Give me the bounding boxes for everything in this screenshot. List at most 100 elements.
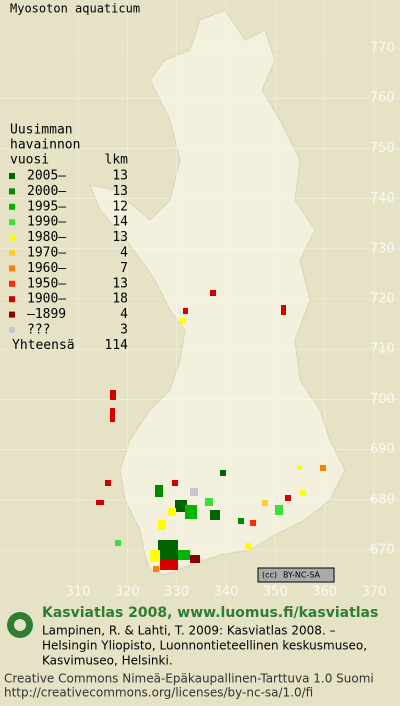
observation [320, 465, 326, 471]
license: Creative Commons Nimeä-Epäkaupallinen-Ta… [4, 672, 374, 686]
footer: Kasviatlas 2008, www.luomus.fi/kasviatla… [4, 605, 378, 700]
legend-label: 1990– [27, 215, 66, 230]
observation [262, 500, 268, 506]
observation [178, 550, 190, 560]
observation [245, 543, 251, 549]
observation [205, 498, 213, 506]
legend-label: 1980– [27, 230, 66, 245]
legend-count: 7 [120, 261, 128, 276]
y-grid-label: 720 [370, 292, 395, 307]
legend-swatch [9, 234, 15, 241]
observation [183, 308, 188, 314]
y-grid-label: 730 [370, 241, 395, 256]
observation [153, 566, 159, 572]
brand: Kasviatlas 2008, www.luomus.fi/kasviatla… [42, 605, 378, 621]
legend-label: 1970– [27, 246, 66, 261]
legend-col-count: lkm [105, 153, 129, 168]
badge-box [257, 567, 335, 583]
legend-col-year: vuosi [10, 153, 49, 168]
title: Myosoton aquaticum [10, 2, 140, 16]
legend-count: 14 [112, 215, 128, 230]
observation [110, 408, 115, 422]
legend-swatch [9, 203, 15, 210]
legend-swatch [9, 265, 15, 272]
legend-heading: Uusimman [10, 123, 73, 138]
legend-swatch [9, 327, 15, 333]
legend-label: –1899 [27, 307, 66, 322]
x-grid-label: 360 [312, 585, 337, 600]
x-grid-label: 350 [263, 585, 288, 600]
x-grid-label: 370 [362, 585, 387, 600]
y-grid-label: 770 [370, 41, 395, 56]
observation [96, 500, 104, 505]
observation [185, 505, 197, 519]
legend-total-label: Yhteensä [12, 338, 75, 353]
observation [300, 490, 306, 496]
legend-label: 2005– [27, 169, 66, 184]
observation [180, 318, 186, 324]
license-badge: (cc) BY-NC-SA [257, 567, 335, 583]
observation [210, 290, 216, 296]
legend-count: 3 [120, 323, 128, 338]
observation [105, 480, 111, 486]
legend-count: 13 [112, 276, 128, 291]
legend-heading: havainnon [10, 138, 80, 153]
legend-count: 4 [120, 307, 128, 322]
observation [115, 540, 121, 546]
observation [172, 480, 178, 486]
x-grid-label: 340 [214, 585, 239, 600]
citation: Helsingin Yliopisto, Luonnontieteellinen… [42, 639, 367, 653]
x-grid-label: 330 [164, 585, 189, 600]
observation [250, 520, 256, 526]
license: http://creativecommons.org/licenses/by-n… [4, 686, 313, 700]
y-grid-label: 700 [370, 392, 395, 407]
legend-count: 18 [112, 292, 128, 307]
legend-swatch [9, 311, 15, 318]
citation: Lampinen, R. & Lahti, T. 2009: Kasviatla… [42, 624, 336, 638]
legend-swatch [9, 219, 15, 226]
citation: Kasvimuseo, Helsinki. [42, 654, 173, 668]
y-grid-label: 710 [370, 342, 395, 357]
legend-total: 114 [105, 338, 129, 353]
legend-swatch [9, 188, 15, 195]
legend-swatch [9, 296, 15, 303]
observation [150, 550, 160, 562]
y-grid-label: 680 [370, 492, 395, 507]
observation [175, 500, 187, 512]
observations [96, 290, 326, 572]
legend-count: 13 [112, 230, 128, 245]
legend-count: 13 [112, 169, 128, 184]
legend-label: 1995– [27, 199, 66, 214]
grid: 770 760 750 740 730 720 710 700 690 680 670 310 320 3… [0, 0, 400, 600]
y-grid-label: 740 [370, 191, 395, 206]
legend-label: 1900– [27, 292, 66, 307]
observation [238, 518, 244, 524]
finland-outline [89, 9, 346, 576]
observation [210, 510, 220, 520]
observation [168, 508, 176, 516]
observation [297, 465, 302, 470]
observation [281, 305, 286, 315]
legend-swatch [9, 250, 15, 256]
y-grid-label: 760 [370, 91, 395, 106]
observation [160, 560, 178, 570]
observation [285, 495, 291, 501]
legend-count: 13 [112, 184, 128, 199]
legend-label: 1950– [27, 276, 66, 291]
legend-count: 4 [120, 246, 128, 261]
observation [275, 505, 283, 515]
observation [110, 390, 116, 400]
observation [155, 485, 163, 497]
observation [220, 470, 226, 476]
y-grid-label: 670 [370, 543, 395, 558]
x-grid-label: 320 [115, 585, 140, 600]
x-grid-label: 310 [66, 585, 91, 600]
legend-label: 2000– [27, 184, 66, 199]
observation [158, 540, 178, 560]
badge-cc: (cc) [262, 571, 277, 580]
y-grid-label: 690 [370, 442, 395, 457]
badge-text: BY-NC-SA [283, 571, 321, 580]
legend: Uusimman havainnon vuosi lkm 2005– 13 2000… [9, 123, 128, 353]
legend-swatch [9, 280, 15, 287]
